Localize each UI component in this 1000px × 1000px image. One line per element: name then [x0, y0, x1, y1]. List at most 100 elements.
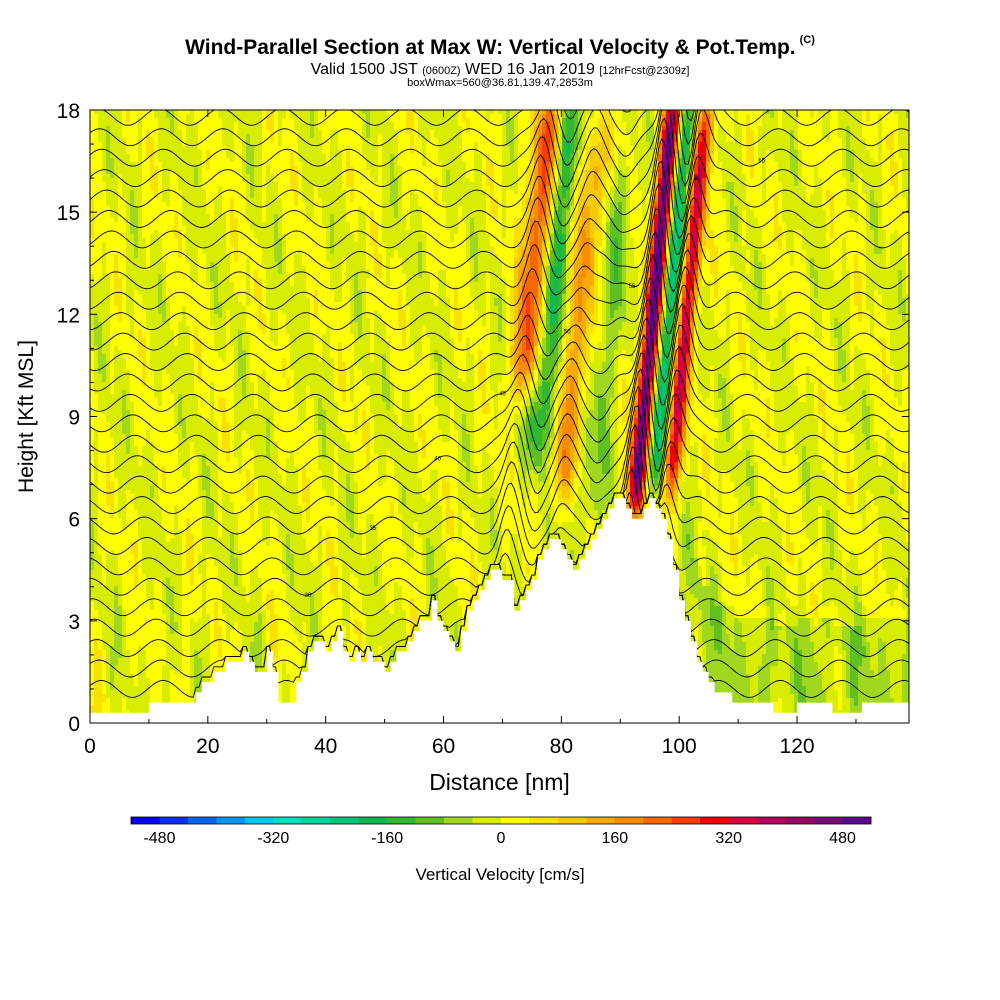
isentrope-line	[90, 385, 909, 495]
axes: 0 20 40 60 80 100 120 0 3 6 9 12 15 18 Distance [nm] He…	[15, 100, 909, 795]
x-tick-label: 100	[662, 735, 697, 758]
chart-title-text: Wind-Parallel Section at Max W: Vertical…	[185, 36, 796, 59]
valid-date: WED 16 Jan 2019	[465, 61, 595, 78]
colorbar-bin	[131, 817, 160, 824]
x-tick-label: 80	[550, 735, 573, 758]
forecast-info: [12hrFcst@2309z]	[599, 65, 689, 77]
terrain-mask	[90, 498, 909, 723]
colorbar-bin	[842, 817, 872, 824]
isentrope-line	[90, 405, 909, 514]
colorbar-bin	[614, 817, 644, 824]
isentrope-line	[90, 467, 909, 566]
colorbar-bin	[187, 817, 217, 824]
colorbar-tick-label: 160	[601, 830, 628, 847]
isentrope-line	[90, 334, 909, 431]
isentrope-line	[90, 277, 909, 359]
colorbar-bin	[444, 817, 473, 824]
isentrope-line	[90, 491, 909, 583]
colorbar-bin	[671, 817, 701, 824]
contour-label: 65	[758, 159, 765, 165]
colorbar-tick-label: 320	[715, 830, 742, 847]
contour-label: 30	[305, 593, 312, 599]
y-axis-label: Height [Kft MSL]	[15, 340, 38, 493]
colorbar: -480 -320 -160 0 160 320 480 Vertical Velocity …	[130, 816, 872, 884]
potential-temperature-contours	[90, 110, 909, 698]
colorbar-bin	[415, 817, 445, 824]
isentrope-line	[90, 110, 909, 208]
y-tick-label: 3	[68, 611, 80, 634]
isentrope-line	[90, 110, 909, 167]
isentrope-line	[90, 298, 909, 384]
isentrope-line	[563, 110, 695, 122]
y-tick-label: 6	[68, 509, 80, 532]
contour-label: 50	[564, 329, 571, 335]
x-tick-label: 120	[780, 735, 815, 758]
copyright-mark: (C)	[800, 34, 815, 46]
x-axis-label: Distance [nm]	[429, 769, 570, 795]
isentrope-line	[90, 446, 909, 549]
colorbar-bin	[785, 817, 815, 824]
isentrope-line	[90, 208, 909, 296]
colorbar-bin	[159, 817, 189, 824]
y-tick-label: 9	[68, 407, 80, 430]
y-tick-label: 0	[68, 713, 80, 736]
isentrope-line	[90, 110, 909, 188]
contour-labels: 30 35 40 45 50 55 60 65	[305, 159, 766, 599]
colorbar-bin	[586, 817, 616, 824]
colorbar-bin	[273, 817, 303, 824]
contour-label: 60	[694, 176, 701, 182]
colorbar-bin	[387, 817, 416, 824]
colorbar-bin	[301, 817, 331, 824]
colorbar-frame	[130, 816, 872, 825]
colorbar-tick-label: 480	[829, 830, 856, 847]
colorbar-tick-label: -320	[257, 830, 289, 847]
x-tick-label: 40	[314, 735, 337, 758]
colorbar-tick-label: -160	[371, 830, 403, 847]
colorbar-bin	[501, 817, 530, 824]
x-tick-label: 0	[84, 735, 96, 758]
colorbar-label: Vertical Velocity [cm/s]	[415, 865, 584, 884]
colorbar-bin	[358, 817, 388, 824]
isentrope-line	[90, 254, 909, 335]
isentrope-line	[90, 138, 909, 245]
colorbar-bin	[728, 817, 758, 824]
colorbar-tick-label: -480	[143, 830, 175, 847]
colorbar-bin	[700, 817, 729, 824]
chart-title: Wind-Parallel Section at Max W: Vertical…	[0, 34, 1000, 60]
valid-utc: (0600Z)	[422, 65, 461, 77]
contour-label: 40	[434, 456, 441, 462]
y-tick-label: 12	[57, 304, 80, 327]
x-tick-label: 60	[432, 735, 455, 758]
colorbar-bin	[757, 817, 786, 824]
colorbar-bin	[472, 817, 502, 824]
valid-prefix: Valid 1500 JST	[311, 61, 418, 78]
isentrope-line	[90, 160, 909, 262]
x-tick-label: 20	[196, 735, 219, 758]
contour-label: 45	[499, 391, 506, 397]
colorbar-bin	[244, 817, 274, 824]
box-info: boxWmax=560@36.81,139.47,2853m	[0, 77, 1000, 89]
isentrope-line	[90, 492, 909, 597]
isentrope-line	[90, 182, 909, 279]
isentrope-line	[90, 368, 909, 474]
colorbar-bin	[643, 817, 673, 824]
colorbar-bin	[557, 817, 587, 824]
y-tick-label: 15	[57, 202, 80, 225]
isentrope-line	[90, 231, 909, 314]
isentrope-line	[90, 423, 909, 532]
contour-label: 55	[629, 284, 636, 290]
contour-label: 35	[369, 526, 376, 532]
plot-area: 30 35 40 45 50 55 60 65	[89, 109, 910, 724]
colorbar-bin	[529, 817, 559, 824]
y-tick-label: 18	[57, 100, 80, 123]
isentrope-line	[90, 110, 909, 146]
isentrope-line	[90, 492, 909, 617]
colorbar-tick-label: 0	[497, 830, 506, 847]
valid-time-line: Valid 1500 JST (0600Z) WED 16 Jan 2019 […	[0, 61, 1000, 79]
colorbar-bin	[814, 817, 843, 824]
isentrope-line	[90, 352, 909, 452]
colorbar-bin	[330, 817, 359, 824]
isentrope-line	[90, 316, 909, 406]
isentrope-line	[90, 117, 909, 227]
